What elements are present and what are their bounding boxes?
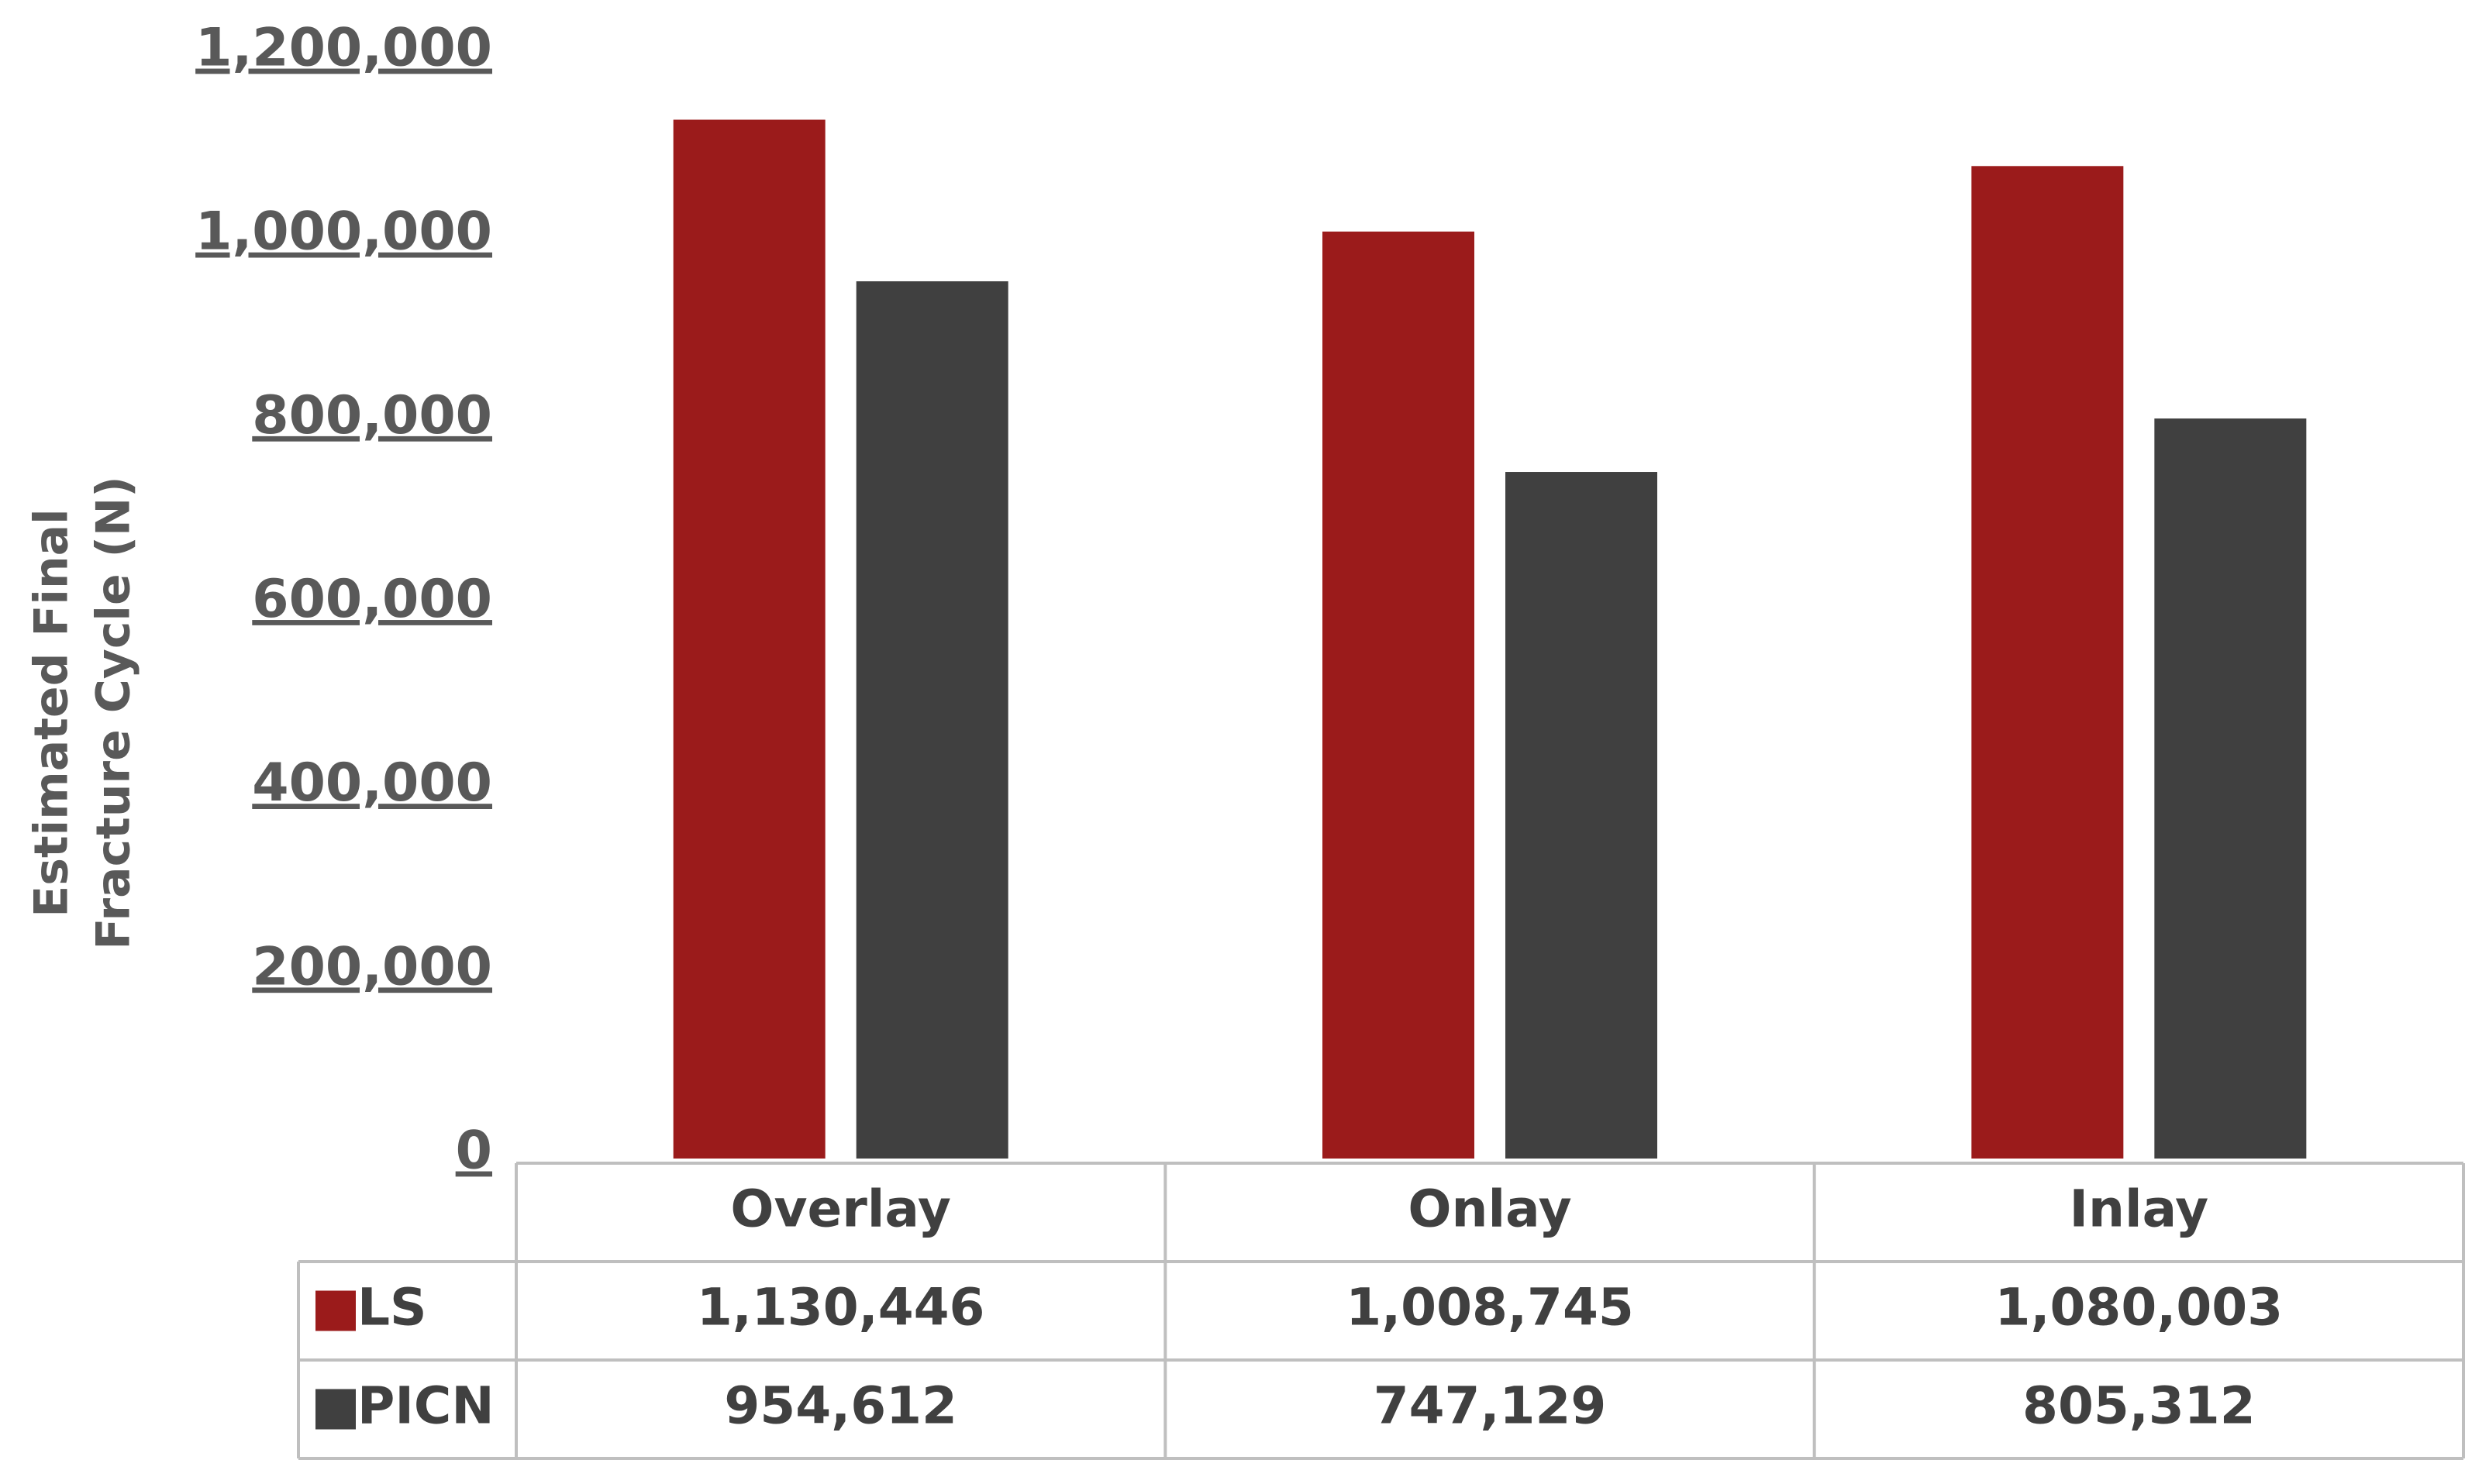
y-axis-label: Estimated Final <box>25 508 79 918</box>
y-tick-label: 0 <box>456 1121 492 1182</box>
data-label: 1,008,745 <box>1346 1278 1634 1338</box>
legend-swatch <box>315 1290 356 1331</box>
bar <box>1971 166 2124 1159</box>
y-tick-label: 1,200,000 <box>195 18 492 79</box>
bar <box>1322 231 1474 1159</box>
bar <box>673 119 826 1159</box>
bar <box>1505 472 1657 1159</box>
bar <box>856 281 1008 1159</box>
data-label: 747,129 <box>1374 1376 1607 1436</box>
x-tick-label: Inlay <box>2069 1179 2208 1239</box>
x-tick-label: Overlay <box>730 1179 951 1239</box>
data-label: 1,080,003 <box>1995 1278 2284 1338</box>
legend-swatch <box>315 1389 356 1430</box>
y-tick-label: 400,000 <box>252 752 492 814</box>
y-tick-label: 1,000,000 <box>195 201 492 263</box>
y-axis-label: Fracture Cycle (N) <box>87 476 141 949</box>
data-label: 805,312 <box>2022 1376 2256 1436</box>
x-tick-label: Onlay <box>1408 1179 1571 1239</box>
y-tick-label: 600,000 <box>252 569 492 630</box>
bar <box>2154 418 2307 1159</box>
data-label: 954,612 <box>724 1376 957 1436</box>
y-tick-label: 800,000 <box>252 385 492 446</box>
y-tick-label: 200,000 <box>252 936 492 997</box>
data-label: 1,130,446 <box>697 1278 985 1338</box>
legend-label: PICN <box>357 1376 495 1436</box>
legend-label: LS <box>357 1278 427 1338</box>
